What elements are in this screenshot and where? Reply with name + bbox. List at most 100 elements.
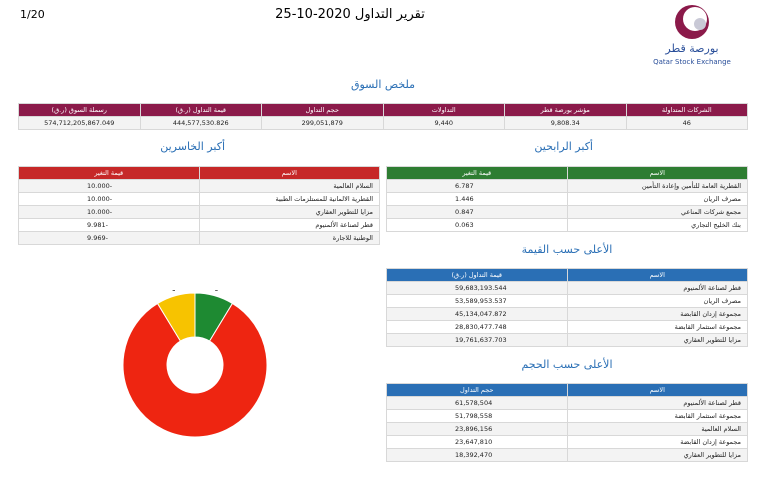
table-row: الوطنية للاجارة -9.969 xyxy=(18,231,380,245)
table-row: بنك الخليج التجاري 0.063 xyxy=(386,218,748,232)
column-header: مؤشر بورصة قطر xyxy=(504,103,627,117)
section-title: أكبر الرابحين xyxy=(534,140,593,153)
column-header: قيمة التداول (ر.ق) xyxy=(386,268,568,282)
table-row: قطر لصناعة الألمنيوم -9.981 xyxy=(18,218,380,232)
column-header: قيمة التداول (ر.ق) xyxy=(139,103,262,117)
column-header: قيمة التغير xyxy=(386,166,568,180)
table-row: مزايا للتطوير العقاري -10.000 xyxy=(18,205,380,219)
column-header: التداولات xyxy=(382,103,505,117)
table-row: القطرية العامة للتأمين وإعادة التأمين 6.7… xyxy=(386,179,748,193)
table-row: مصرف الريان 1.446 xyxy=(386,192,748,206)
page-number: 1/20 xyxy=(20,8,45,21)
section-title: أكبر الخاسرين xyxy=(160,140,225,153)
table-cell: 23,896,156 xyxy=(386,422,568,436)
table-cell: قطر لصناعة الألمنيوم xyxy=(566,281,748,295)
table-row: مزايا للتطوير العقاري 19,761,637.703 xyxy=(386,333,748,347)
table-cell: -10.000 xyxy=(18,179,200,193)
table-row: مجموعة إزدان القابضة 23,647,810 xyxy=(386,435,748,449)
table-row: السلام العالمية -10.000 xyxy=(18,179,380,193)
section-title: ملخص السوق xyxy=(350,78,416,91)
table-row: قطر لصناعة الألمنيوم 59,683,193.544 xyxy=(386,281,748,295)
table-cell: بنك الخليج التجاري xyxy=(566,218,748,232)
header-row: الاسم قيمة التغير xyxy=(18,166,380,180)
table-cell: -10.000 xyxy=(18,192,200,206)
table-cell: مزايا للتطوير العقاري xyxy=(566,333,748,347)
table-cell: مجموعة إزدان القابضة xyxy=(566,307,748,321)
header-row: الاسم حجم التداول xyxy=(386,383,748,397)
table-cell: القطرية العامة للتأمين وإعادة التأمين xyxy=(566,179,748,193)
table-row: مجموعة إزدان القابضة 45,134,047.872 xyxy=(386,307,748,321)
data-table: الشركات المتداولة مؤشر بورصة قطر التداولات… xyxy=(18,103,748,130)
data-table: الاسم قيمة التغير القطرية العامة للتأمين و… xyxy=(386,166,748,232)
table-cell: مزايا للتطوير العقاري xyxy=(198,205,380,219)
column-header: حجم التداول xyxy=(261,103,384,117)
column-header: الاسم xyxy=(566,383,748,397)
logo-ball xyxy=(694,18,706,30)
column-header: الاسم xyxy=(566,268,748,282)
header-row: الاسم قيمة التغير xyxy=(386,166,748,180)
slice-label: ٤ xyxy=(214,290,218,293)
header-row: الشركات المتداولة مؤشر بورصة قطر التداولات… xyxy=(18,103,748,117)
table-cell: مزايا للتطوير العقاري xyxy=(566,448,748,462)
table-cell: -9.981 xyxy=(18,218,200,232)
table-cell: 19,761,637.703 xyxy=(386,333,568,347)
table-cell: 1.446 xyxy=(386,192,568,206)
table-row: مزايا للتطوير العقاري 18,392,470 xyxy=(386,448,748,462)
report-title: تقرير التداول 2020-10-25 xyxy=(275,7,425,22)
table-cell: 53,589,953.537 xyxy=(386,294,568,308)
table-cell: قطر لصناعة الألمنيوم xyxy=(566,396,748,410)
table-cell: 61,578,504 xyxy=(386,396,568,410)
logo-english: Qatar Stock Exchange xyxy=(653,58,731,66)
table-row: مجموعة استثمار القابضة 51,798,558 xyxy=(386,409,748,423)
logo-arabic: بورصة قطر xyxy=(664,42,718,55)
column-header: الشركات المتداولة xyxy=(625,103,748,117)
table-cell: مجموعة استثمار القابضة xyxy=(566,320,748,334)
table-cell: -10.000 xyxy=(18,205,200,219)
table-cell: مصرف الريان xyxy=(566,294,748,308)
logo: بورصة قطر Qatar Stock Exchange xyxy=(653,5,731,66)
donut-slice xyxy=(156,292,196,342)
table-cell: 46 xyxy=(625,116,748,130)
table-cell: 45,134,047.872 xyxy=(386,307,568,321)
section-title: الأعلى حسب الحجم xyxy=(521,358,613,371)
table-cell: القطرية الالمانية للمستلزمات الطبية xyxy=(198,192,380,206)
table-cell: 0.847 xyxy=(386,205,568,219)
data-table: الاسم قيمة التداول (ر.ق) قطر لصناعة الألمن… xyxy=(386,268,748,347)
table-row: القطرية الالمانية للمستلزمات الطبية -10.0… xyxy=(18,192,380,206)
column-header: قيمة التغير xyxy=(18,166,200,180)
table-cell: 9,440 xyxy=(382,116,505,130)
column-header: الاسم xyxy=(198,166,380,180)
table-cell: 59,683,193.544 xyxy=(386,281,568,295)
table-cell: الوطنية للاجارة xyxy=(198,231,380,245)
table-cell: مصرف الريان xyxy=(566,192,748,206)
column-header: رسملة السوق (ر.ق) xyxy=(18,103,141,117)
table-row: مجمع شركات المناعي 0.847 xyxy=(386,205,748,219)
table-cell: 0.063 xyxy=(386,218,568,232)
table-row: مجموعة استثمار القابضة 28,830,477.748 xyxy=(386,320,748,334)
table-row: قطر لصناعة الألمنيوم 61,578,504 xyxy=(386,396,748,410)
table-cell: 444,577,530.826 xyxy=(139,116,262,130)
table-cell: 28,830,477.748 xyxy=(386,320,568,334)
table-cell: 23,647,810 xyxy=(386,435,568,449)
table-cell: 9,808.34 xyxy=(504,116,627,130)
table-cell: -9.969 xyxy=(18,231,200,245)
donut-chart: ٤٣٨٤ xyxy=(122,290,268,438)
column-header: الاسم xyxy=(566,166,748,180)
donut-slice xyxy=(122,302,268,438)
table-cell: 6.787 xyxy=(386,179,568,193)
slice-label: ٤ xyxy=(172,290,176,293)
table-cell: 574,712,205,867.049 xyxy=(18,116,141,130)
table-row: السلام العالمية 23,896,156 xyxy=(386,422,748,436)
table-cell: السلام العالمية xyxy=(198,179,380,193)
data-table: الاسم قيمة التغير السلام العالمية -10.000 ال… xyxy=(18,166,380,245)
table-cell: قطر لصناعة الألمنيوم xyxy=(198,218,380,232)
table-cell: 18,392,470 xyxy=(386,448,568,462)
table-row: 46 9,808.34 9,440 299,051,879 444,577,530.82… xyxy=(18,116,748,130)
column-header: حجم التداول xyxy=(386,383,568,397)
table-cell: مجمع شركات المناعي xyxy=(566,205,748,219)
data-table: الاسم حجم التداول قطر لصناعة الألمنيوم 61,5… xyxy=(386,383,748,462)
table-cell: مجموعة استثمار القابضة xyxy=(566,409,748,423)
table-row: مصرف الريان 53,589,953.537 xyxy=(386,294,748,308)
table-cell: السلام العالمية xyxy=(566,422,748,436)
